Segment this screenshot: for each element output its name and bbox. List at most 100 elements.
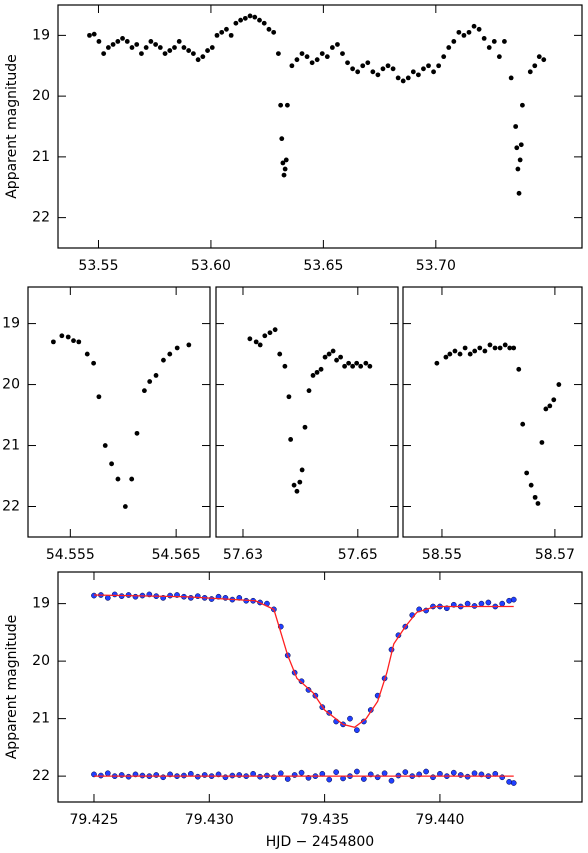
data-point bbox=[326, 776, 333, 783]
data-point bbox=[426, 63, 431, 69]
x-tick-label: 53.55 bbox=[78, 258, 118, 274]
data-point bbox=[205, 48, 210, 53]
panel: 53.55 53.60 53.65 53.70 19 20 21 22 Apparent mag… bbox=[4, 4, 583, 274]
data-point bbox=[76, 339, 82, 345]
data-point bbox=[502, 342, 508, 348]
data-point bbox=[187, 595, 194, 601]
data-point bbox=[186, 342, 192, 348]
y-tick-label: 21 bbox=[2, 438, 20, 454]
data-point bbox=[405, 75, 411, 81]
data-point bbox=[294, 488, 300, 494]
data-point bbox=[527, 69, 533, 75]
data-point bbox=[238, 17, 244, 23]
data-point bbox=[167, 351, 173, 357]
data-point bbox=[247, 336, 253, 342]
data-point bbox=[208, 596, 215, 602]
data-point bbox=[543, 406, 549, 412]
data-point bbox=[101, 51, 107, 56]
data-point bbox=[257, 342, 263, 348]
data-point bbox=[286, 394, 292, 400]
model-line bbox=[93, 594, 514, 728]
data-point bbox=[209, 45, 215, 50]
data-point bbox=[423, 768, 429, 775]
data-point bbox=[347, 715, 353, 722]
data-point bbox=[275, 51, 281, 56]
data-point bbox=[524, 470, 530, 476]
y-tick-label: 20 bbox=[32, 88, 50, 104]
data-point bbox=[510, 596, 517, 603]
data-point bbox=[329, 45, 335, 50]
data-point bbox=[291, 772, 298, 778]
data-point bbox=[506, 597, 512, 604]
data-point bbox=[486, 45, 492, 50]
data-point bbox=[280, 160, 286, 166]
data-point bbox=[167, 592, 173, 599]
data-point bbox=[242, 15, 248, 21]
data-point bbox=[201, 772, 208, 778]
data-point bbox=[443, 354, 449, 360]
data-point bbox=[447, 351, 453, 357]
data-point bbox=[297, 479, 303, 485]
data-point bbox=[402, 769, 409, 775]
data-point bbox=[340, 51, 345, 56]
panel-frame bbox=[57, 4, 583, 249]
data-point bbox=[520, 421, 526, 427]
y-tick-label: 19 bbox=[32, 27, 50, 43]
data-point bbox=[491, 39, 497, 44]
data-point bbox=[520, 102, 525, 108]
data-point bbox=[375, 72, 381, 78]
data-point bbox=[174, 345, 180, 351]
data-point bbox=[91, 31, 97, 37]
data-point bbox=[110, 42, 116, 47]
data-point bbox=[363, 360, 369, 366]
data-point bbox=[224, 26, 229, 32]
data-point bbox=[333, 769, 339, 775]
data-point bbox=[345, 60, 350, 66]
data-point bbox=[516, 366, 522, 372]
data-point bbox=[457, 772, 464, 778]
x-tick-label: 53.65 bbox=[303, 258, 343, 274]
data-point bbox=[547, 403, 553, 409]
data-point bbox=[342, 363, 348, 369]
data-point bbox=[358, 363, 364, 369]
x-tick-label: 53.70 bbox=[416, 258, 456, 274]
data-point bbox=[282, 166, 288, 172]
data-point bbox=[478, 600, 485, 607]
data-point bbox=[430, 774, 436, 781]
data-point bbox=[466, 29, 472, 35]
data-point bbox=[129, 476, 135, 482]
data-point bbox=[247, 13, 253, 19]
data-point bbox=[139, 51, 144, 56]
data-point bbox=[132, 593, 139, 600]
y-tick-label: 21 bbox=[32, 149, 50, 165]
data-point bbox=[532, 494, 538, 500]
data-point bbox=[278, 102, 284, 108]
data-point bbox=[157, 45, 163, 50]
data-point bbox=[518, 142, 524, 148]
data-point bbox=[162, 51, 168, 56]
data-point bbox=[511, 345, 517, 351]
data-point bbox=[436, 63, 442, 69]
panel: 57.63 57.65 bbox=[215, 286, 399, 563]
data-point bbox=[261, 20, 267, 26]
data-point bbox=[370, 69, 376, 75]
data-point bbox=[266, 26, 272, 32]
x-axis-label: HJD − 2454800 bbox=[266, 834, 374, 850]
data-point bbox=[310, 373, 316, 378]
data-point bbox=[380, 66, 386, 72]
data-point bbox=[294, 57, 300, 63]
data-point bbox=[96, 394, 102, 400]
data-point bbox=[118, 772, 125, 778]
data-point bbox=[102, 443, 108, 448]
data-point bbox=[556, 382, 562, 387]
data-point bbox=[271, 29, 277, 35]
data-point bbox=[281, 172, 287, 178]
data-point bbox=[115, 39, 121, 44]
data-point bbox=[532, 63, 538, 69]
data-point bbox=[536, 54, 542, 60]
panel: 58.55 58.57 bbox=[402, 286, 583, 563]
x-tick-label: 58.57 bbox=[535, 547, 575, 563]
y-tick-label: 22 bbox=[2, 499, 20, 515]
x-tick-label: 79.435 bbox=[300, 812, 349, 828]
y-axis-label: Apparent magnitude bbox=[4, 615, 20, 760]
